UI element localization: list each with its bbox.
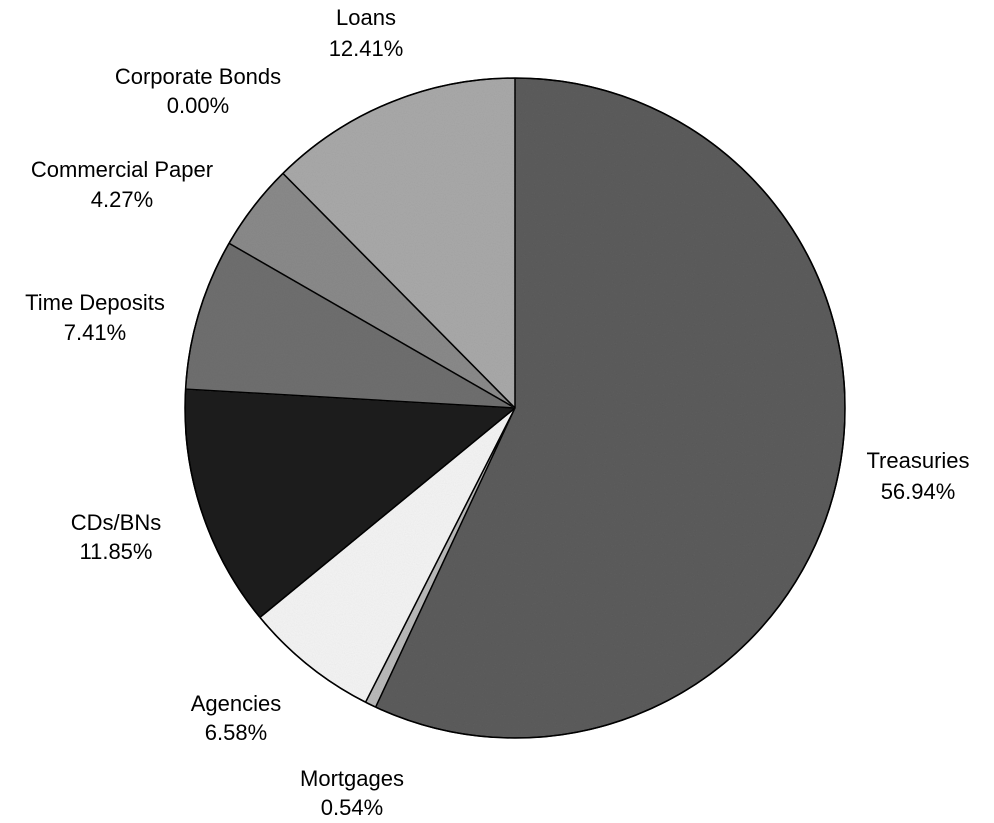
pie-labels: Treasuries 56.94% Mortgages 0.54% Agencies 6.… <box>25 5 969 820</box>
slice-percent-mortgages: 0.54% <box>321 795 383 820</box>
slice-label-treasuries: Treasuries <box>866 448 969 473</box>
slice-percent-treasuries: 56.94% <box>881 479 956 504</box>
slice-percent-cds-bns: 11.85% <box>80 539 153 564</box>
slice-percent-corporate-bonds: 0.00% <box>167 93 229 118</box>
slice-label-commercial-paper: Commercial Paper <box>31 157 213 182</box>
slice-percent-commercial-paper: 4.27% <box>91 187 153 212</box>
slice-label-loans: Loans <box>336 5 396 30</box>
slice-label-time-deposits: Time Deposits <box>25 290 165 315</box>
slice-label-agencies: Agencies <box>191 691 282 716</box>
slice-label-mortgages: Mortgages <box>300 766 404 791</box>
slice-percent-time-deposits: 7.41% <box>64 320 126 345</box>
slice-percent-agencies: 6.58% <box>205 720 267 745</box>
slice-label-cds-bns: CDs/BNs <box>71 510 161 535</box>
pie-slices <box>184 77 846 739</box>
slice-percent-loans: 12.41% <box>329 36 404 61</box>
slice-label-corporate-bonds: Corporate Bonds <box>115 64 281 89</box>
pie-outline <box>184 77 846 739</box>
